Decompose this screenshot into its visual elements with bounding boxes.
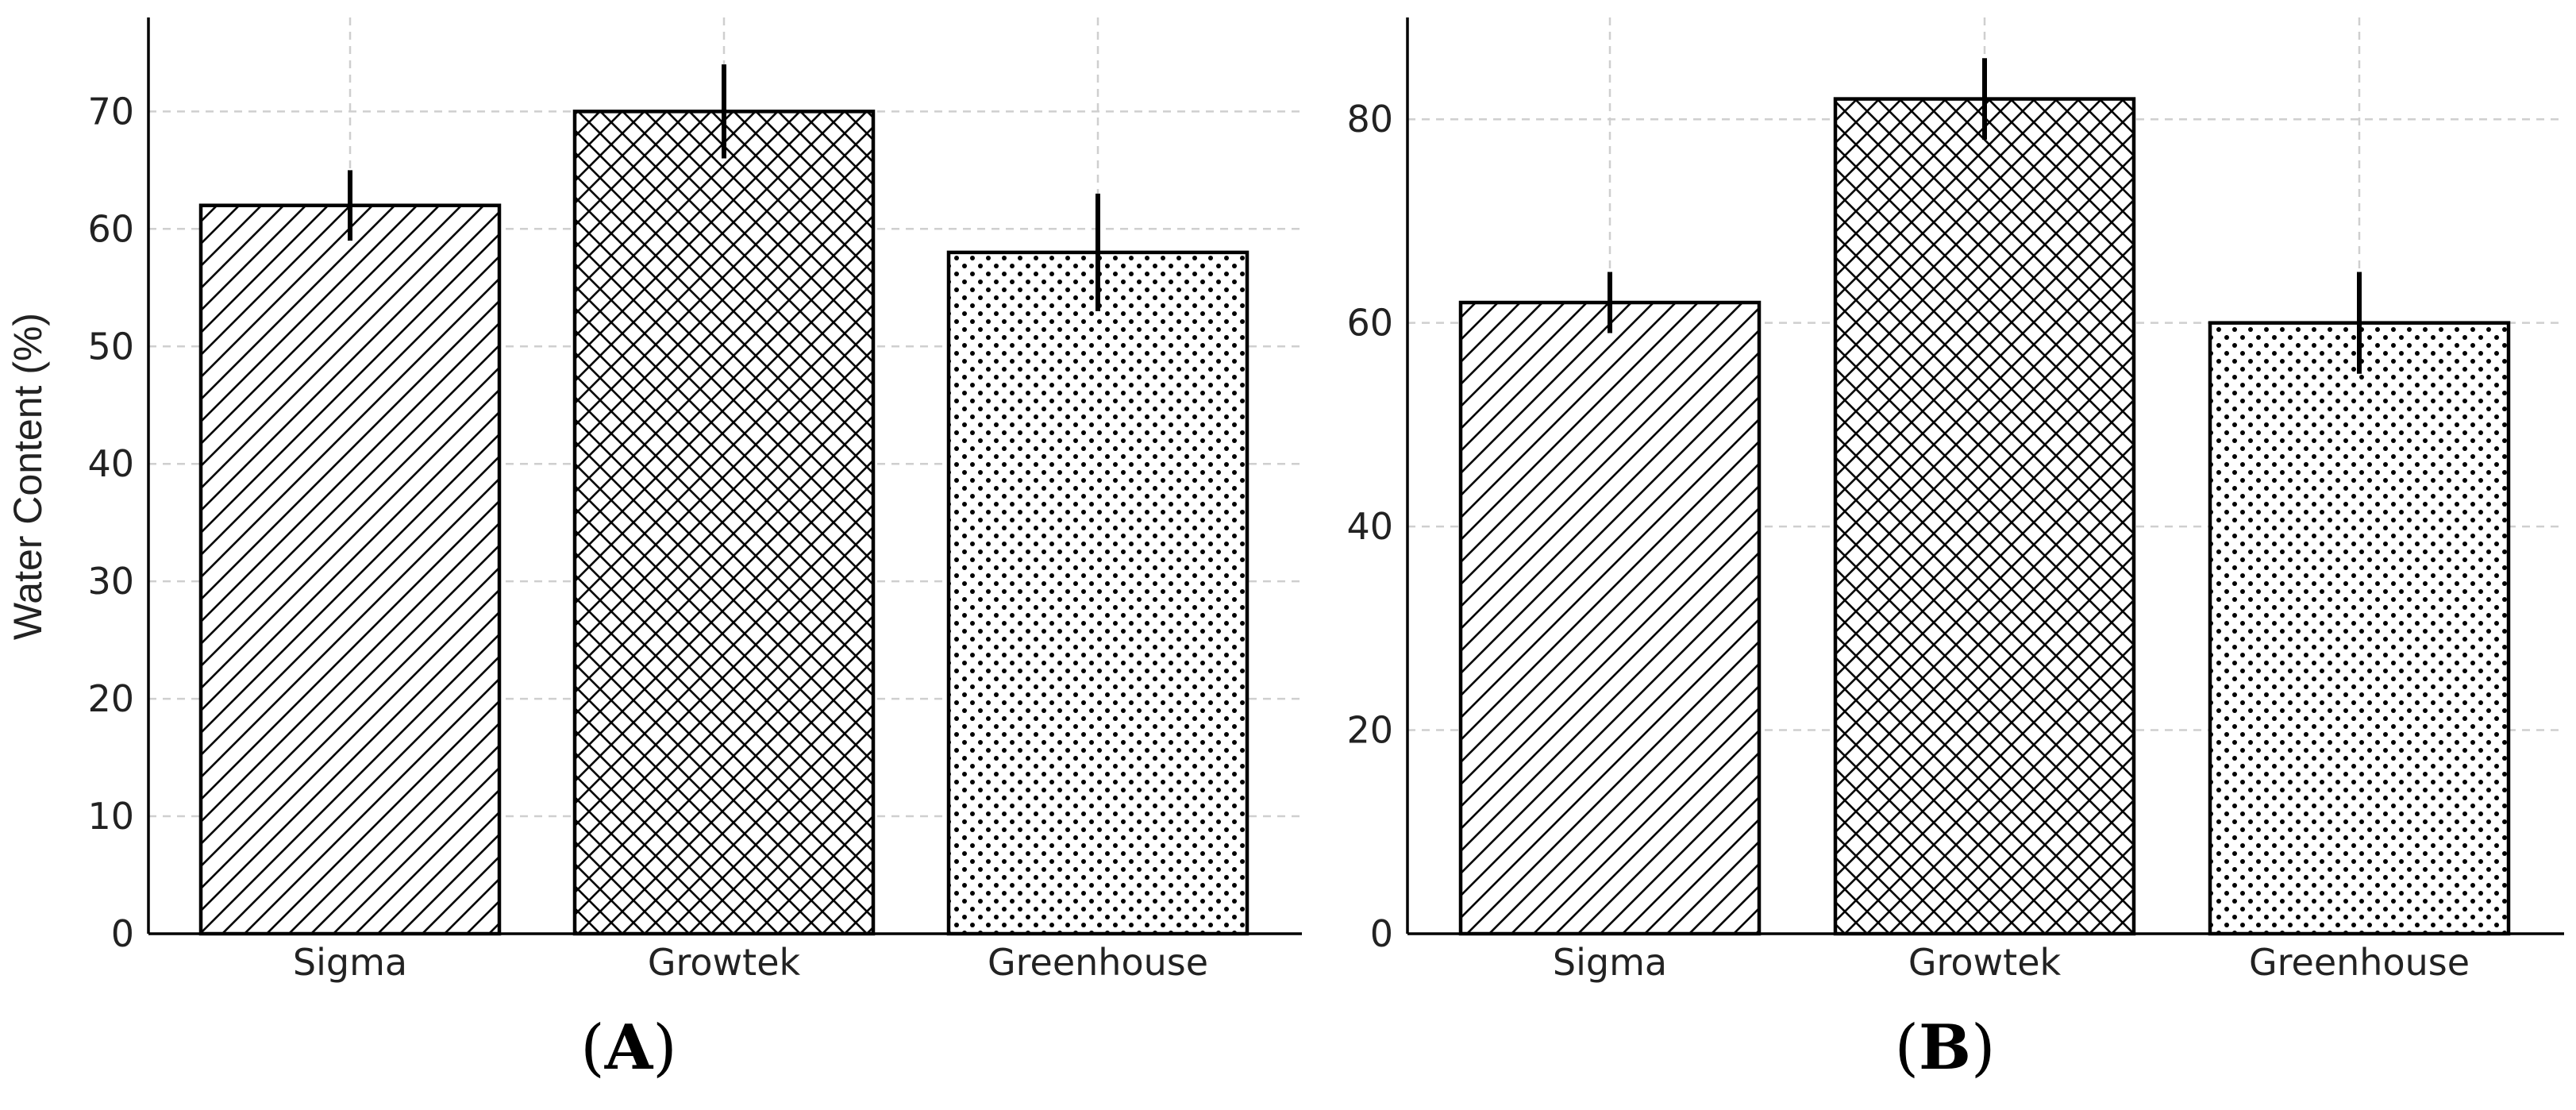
y-tick-label: 30 [87,560,134,603]
y-tick-label: 70 [87,90,134,133]
panel-letter: A [604,1012,654,1084]
bar-fill-growtek [1835,98,2134,935]
y-tick-label: 80 [1346,98,1393,141]
paren-open: ( [580,1012,604,1084]
axes [147,17,1302,935]
x-category-label: Sigma [1553,941,1667,984]
y-tick-label: 40 [87,442,134,485]
y-tick-labels: 0 20 40 60 80 [1346,98,1393,955]
x-category-labels: Sigma Growtek Greenhouse [293,941,1208,984]
paren-open: ( [1895,1012,1919,1084]
y-tick-label: 60 [1346,302,1393,345]
panel-letter: B [1919,1012,1971,1084]
y-tick-label: 0 [1370,912,1393,955]
y-axis-label: Water Content (%) [6,313,50,640]
x-category-label: Greenhouse [2249,941,2470,984]
x-category-label: Growtek [1908,941,2062,984]
y-tick-label: 40 [1346,505,1393,548]
y-tick-label: 0 [111,912,134,955]
y-tick-label: 60 [87,207,134,250]
bar-fill-sigma [1461,303,1759,934]
y-tick-label: 50 [87,325,134,368]
axes [1406,17,2564,935]
y-tick-label: 20 [1346,709,1393,752]
paren-close: ) [1971,1012,1995,1084]
y-tick-label: 10 [87,795,134,838]
bar-fill-growtek [575,111,873,934]
x-category-labels: Sigma Growtek Greenhouse [1553,941,2470,984]
bar-fill-sigma [201,205,499,934]
bar-fill-greenhouse [949,252,1247,934]
chart-panel-b: 0 20 40 60 80 Sigma Growtek Greenhouse (B) [1346,17,2564,1084]
bar-fill-greenhouse [2210,322,2509,935]
y-tick-label: 20 [87,677,134,720]
paren-close: ) [653,1012,676,1084]
chart-panel-a: 0 10 20 30 40 50 60 70 Sigma Growtek Greenhouse W… [6,17,1302,1084]
y-tick-labels: 0 10 20 30 40 50 60 70 [87,90,134,955]
bars [198,64,1249,936]
panel-label-b: (B) [1895,1012,1996,1084]
bars [1458,58,2511,936]
x-category-label: Growtek [648,941,801,984]
x-category-label: Sigma [293,941,407,984]
panel-label-a: (A) [580,1012,676,1084]
x-category-label: Greenhouse [988,941,1208,984]
